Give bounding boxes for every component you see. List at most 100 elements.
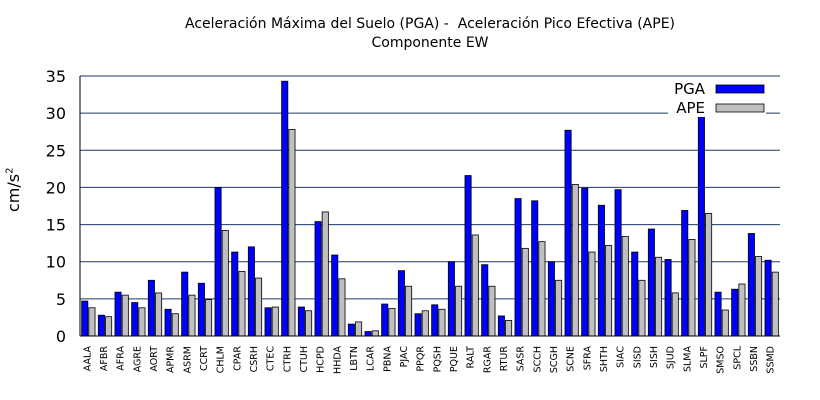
legend-swatch — [715, 103, 765, 113]
x-tick-label: SPCL — [732, 345, 743, 369]
bar-pga — [647, 228, 655, 337]
x-tick-label: RTUR — [499, 346, 510, 372]
x-tick-label: AGRE — [132, 346, 143, 372]
y-tick-label: 15 — [46, 216, 66, 235]
x-tick-label: SISD — [632, 346, 643, 368]
bar-ape — [188, 294, 196, 337]
bar-ape — [671, 292, 679, 337]
bar-ape — [505, 319, 513, 337]
x-tick-label: AFBR — [99, 346, 110, 371]
bar-pga — [131, 302, 139, 337]
bar-pga — [247, 246, 255, 337]
bar-pga — [497, 315, 505, 337]
bar-ape — [238, 270, 246, 337]
bar-pga — [397, 270, 405, 337]
x-tick-label: CCRT — [199, 346, 210, 371]
x-tick-label: SISH — [649, 346, 660, 368]
x-tick-label: LBTN — [349, 346, 360, 371]
bar-pga — [331, 254, 339, 337]
bar-ape — [171, 313, 179, 337]
bar-pga — [314, 221, 322, 337]
bar-pga — [364, 331, 372, 337]
x-tick-label: PBNA — [382, 346, 393, 372]
x-tick-label: HCPD — [316, 346, 327, 373]
y-tick-label: 0 — [56, 327, 66, 346]
bar-ape — [488, 285, 496, 337]
x-tick-label: CTUH — [299, 346, 310, 373]
legend-label: PGA — [674, 80, 706, 98]
bar-pga — [697, 100, 705, 337]
bar-ape — [138, 307, 146, 337]
bar-ape — [471, 234, 479, 337]
x-tick-label: ASRM — [182, 346, 193, 373]
chart-title: Aceleración Máxima del Suelo (PGA) - Ace… — [184, 16, 676, 32]
bar-pga — [597, 204, 605, 337]
bar-ape — [588, 251, 596, 337]
x-tick-label: CHLM — [216, 346, 227, 373]
bar-ape — [88, 307, 96, 337]
bar-ape — [705, 213, 713, 337]
bar-ape — [221, 230, 229, 337]
bar-ape — [555, 279, 563, 337]
bar-pga — [114, 291, 122, 337]
bar-pga — [164, 308, 172, 337]
x-tick-label: AORT — [149, 346, 160, 372]
bar-ape — [405, 285, 413, 337]
bar-ape — [455, 285, 463, 337]
bar-pga — [197, 282, 205, 337]
bar-pga — [381, 303, 389, 337]
x-tick-label: CSRH — [249, 346, 260, 372]
axes: 0 5 10 15 20 25 30 35 AALA AFBR AFRA AGRE AORT APMR AS… — [46, 67, 780, 374]
bar-ape — [255, 277, 263, 337]
bar-ape — [738, 283, 746, 337]
bar-ape — [155, 292, 163, 337]
x-tick-label: SSMD — [766, 346, 777, 374]
legend-swatch — [715, 84, 765, 94]
bars — [81, 80, 779, 337]
bar-ape — [338, 278, 346, 337]
bar-pga — [81, 300, 89, 337]
bar-ape — [105, 316, 113, 337]
x-tick-label: SASR — [516, 346, 527, 372]
y-tick-label: 30 — [46, 104, 66, 123]
chart-subtitle: Componente EW — [371, 35, 489, 51]
y-tick-label: 10 — [46, 253, 66, 272]
grid-lines — [80, 75, 780, 337]
x-tick-label: SCGH — [549, 346, 560, 373]
x-tick-label: SSBN — [749, 346, 760, 372]
x-tick-label: SCNE — [566, 346, 577, 372]
bar-pga — [97, 314, 105, 337]
bar-ape — [688, 239, 696, 337]
y-tick-label: 35 — [46, 67, 66, 86]
bar-ape — [721, 309, 729, 337]
bar-pga — [431, 304, 439, 337]
bar-pga — [514, 198, 522, 337]
bar-pga — [214, 187, 222, 337]
bar-pga — [581, 187, 589, 337]
x-tick-label: AALA — [82, 346, 93, 372]
bar-pga — [747, 233, 755, 337]
bar-ape — [321, 211, 329, 337]
bar-pga — [281, 80, 289, 337]
x-tick-label: SFRA — [582, 346, 593, 371]
bar-pga — [464, 175, 472, 337]
bar-pga — [731, 288, 739, 337]
y-tick-label: 5 — [56, 290, 66, 309]
x-tick-label: CTEC — [266, 346, 277, 371]
bar-ape — [521, 247, 529, 337]
x-tick-label: AFRA — [116, 346, 127, 371]
bar-ape — [438, 308, 446, 337]
bar-pga — [564, 129, 572, 337]
bar-ape — [355, 321, 363, 337]
bar-pga — [447, 261, 455, 337]
bar-pga — [231, 251, 239, 337]
bar-ape — [205, 299, 213, 337]
bar-ape — [371, 330, 379, 337]
bar-pga — [664, 259, 672, 337]
x-tick-label: SJUD — [666, 346, 677, 369]
y-tick-label: 25 — [46, 141, 66, 160]
x-tick-label: CTRH — [282, 346, 293, 372]
x-tick-label: APMR — [166, 346, 177, 373]
x-tick-label: SCCH — [532, 346, 543, 372]
